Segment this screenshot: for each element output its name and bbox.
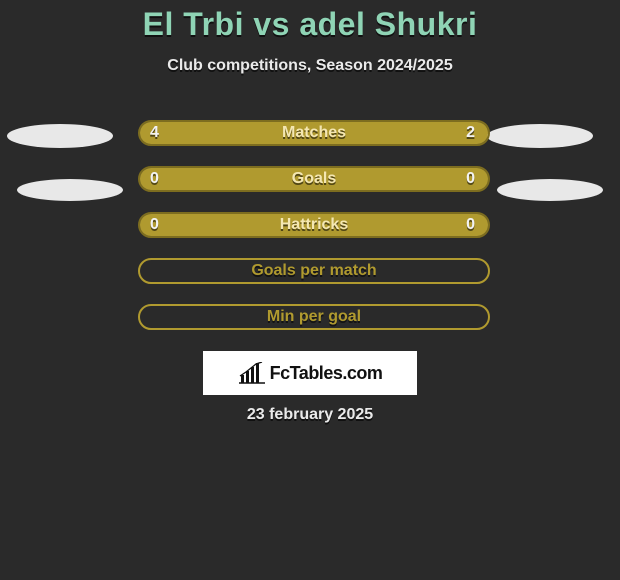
bar-fill-right <box>314 168 488 190</box>
stat-row: Matches42 <box>0 120 620 166</box>
bar-track <box>138 212 490 238</box>
comparison-card: El Trbi vs adel Shukri Club competitions… <box>0 0 620 580</box>
stat-value-left: 0 <box>150 212 159 238</box>
logo-text: FcTables.com <box>270 363 383 384</box>
bar-fill-left <box>140 214 314 236</box>
bar-fill-right <box>314 214 488 236</box>
bar-track <box>138 258 490 284</box>
stat-row: Hattricks00 <box>0 212 620 258</box>
stat-value-right: 0 <box>466 212 475 238</box>
stat-row: Min per goal <box>0 304 620 350</box>
page-title: El Trbi vs adel Shukri <box>0 6 620 43</box>
stat-value-left: 4 <box>150 120 159 146</box>
bar-track <box>138 304 490 330</box>
stat-value-right: 0 <box>466 166 475 192</box>
stat-row: Goals00 <box>0 166 620 212</box>
bar-fill-left <box>140 122 372 144</box>
bar-track <box>138 166 490 192</box>
bar-fill-left <box>140 168 314 190</box>
date-label: 23 february 2025 <box>0 406 620 424</box>
fctables-logo: FcTables.com <box>203 351 417 395</box>
bar-track <box>138 120 490 146</box>
stat-value-left: 0 <box>150 166 159 192</box>
stat-value-right: 2 <box>466 120 475 146</box>
logo-bars-icon <box>238 362 266 384</box>
stats-rows: Matches42Goals00Hattricks00Goals per mat… <box>0 120 620 350</box>
stat-row: Goals per match <box>0 258 620 304</box>
subtitle: Club competitions, Season 2024/2025 <box>0 57 620 75</box>
